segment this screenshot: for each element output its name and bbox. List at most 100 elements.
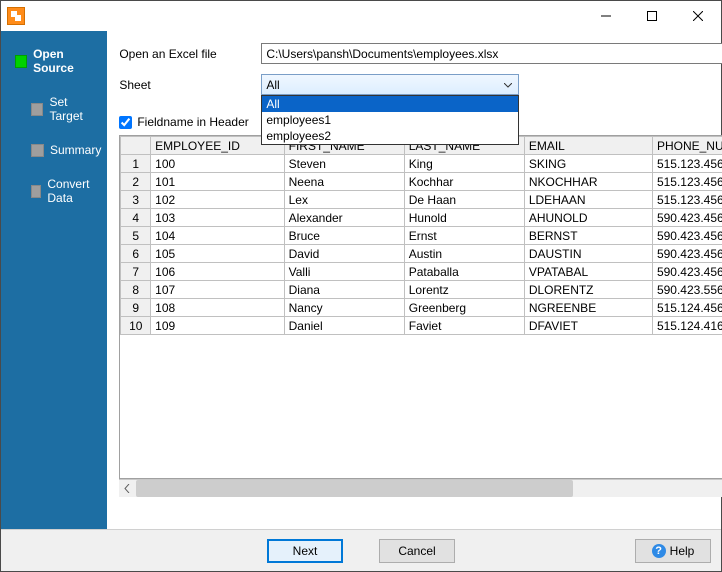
step-dot-icon	[15, 55, 27, 68]
rownum-cell: 3	[121, 191, 151, 209]
rownum-cell: 8	[121, 281, 151, 299]
table-cell[interactable]: NGREENBE	[524, 299, 652, 317]
table-cell[interactable]: SKING	[524, 155, 652, 173]
table-cell[interactable]: DLORENTZ	[524, 281, 652, 299]
sidebar-item-label: Open Source	[33, 47, 101, 75]
data-grid-wrap: EMPLOYEE_IDFIRST_NAMELAST_NAMEEMAILPHONE…	[119, 135, 722, 479]
minimize-button[interactable]	[583, 1, 629, 31]
sheet-row: Sheet All Allemployees1employees2	[119, 74, 722, 95]
help-button[interactable]: ? Help	[635, 539, 711, 563]
table-cell[interactable]: 590.423.5567	[652, 281, 722, 299]
file-row: Open an Excel file	[119, 43, 722, 64]
table-cell[interactable]: Alexander	[284, 209, 404, 227]
table-cell[interactable]: 515.124.4169	[652, 317, 722, 335]
table-cell[interactable]: 105	[151, 245, 284, 263]
table-row[interactable]: 2101NeenaKochharNKOCHHAR515.123.45689/21…	[121, 173, 722, 191]
column-header[interactable]: PHONE_NUMBER	[652, 137, 722, 155]
table-cell[interactable]: DFAVIET	[524, 317, 652, 335]
table-cell[interactable]: 515.124.4569	[652, 299, 722, 317]
table-cell[interactable]: 100	[151, 155, 284, 173]
next-button[interactable]: Next	[267, 539, 343, 563]
table-row[interactable]: 7106ValliPataballaVPATABAL590.423.45602/…	[121, 263, 722, 281]
sidebar-item-set-target[interactable]: Set Target	[1, 91, 107, 127]
footer: Next Cancel ? Help	[1, 529, 721, 571]
table-cell[interactable]: Kochhar	[404, 173, 524, 191]
table-cell[interactable]: Hunold	[404, 209, 524, 227]
horizontal-scrollbar[interactable]	[119, 479, 722, 497]
table-row[interactable]: 5104BruceErnstBERNST590.423.45685/21/1	[121, 227, 722, 245]
table-cell[interactable]: Greenberg	[404, 299, 524, 317]
scroll-track[interactable]	[136, 480, 722, 497]
table-cell[interactable]: Austin	[404, 245, 524, 263]
table-cell[interactable]: 590.423.4567	[652, 209, 722, 227]
table-cell[interactable]: King	[404, 155, 524, 173]
table-cell[interactable]: 109	[151, 317, 284, 335]
table-cell[interactable]: 515.123.4569	[652, 191, 722, 209]
rownum-cell: 10	[121, 317, 151, 335]
table-cell[interactable]: 108	[151, 299, 284, 317]
table-cell[interactable]: Neena	[284, 173, 404, 191]
table-cell[interactable]: Pataballa	[404, 263, 524, 281]
table-cell[interactable]: 103	[151, 209, 284, 227]
table-cell[interactable]: 107	[151, 281, 284, 299]
table-row[interactable]: 10109DanielFavietDFAVIET515.124.41698/16…	[121, 317, 722, 335]
table-cell[interactable]: Daniel	[284, 317, 404, 335]
table-cell[interactable]: LDEHAAN	[524, 191, 652, 209]
close-button[interactable]	[675, 1, 721, 31]
table-row[interactable]: 8107DianaLorentzDLORENTZ590.423.55672/7/…	[121, 281, 722, 299]
table-row[interactable]: 6105DavidAustinDAUSTIN590.423.45696/25/1	[121, 245, 722, 263]
sidebar-item-summary[interactable]: Summary	[1, 139, 107, 161]
cancel-button-label: Cancel	[398, 544, 435, 558]
table-cell[interactable]: 590.423.4568	[652, 227, 722, 245]
table-cell[interactable]: 515.123.4568	[652, 173, 722, 191]
cancel-button[interactable]: Cancel	[379, 539, 455, 563]
step-dot-icon	[31, 103, 43, 116]
table-row[interactable]: 1100StevenKingSKING515.123.45676/17/1	[121, 155, 722, 173]
table-cell[interactable]: Bruce	[284, 227, 404, 245]
sidebar-item-open-source[interactable]: Open Source	[1, 43, 107, 79]
table-cell[interactable]: BERNST	[524, 227, 652, 245]
table-cell[interactable]: Valli	[284, 263, 404, 281]
table-cell[interactable]: NKOCHHAR	[524, 173, 652, 191]
table-cell[interactable]: Diana	[284, 281, 404, 299]
table-row[interactable]: 3102LexDe HaanLDEHAAN515.123.45691/13/1	[121, 191, 722, 209]
table-cell[interactable]: AHUNOLD	[524, 209, 652, 227]
fieldname-checkbox[interactable]	[119, 116, 132, 129]
table-cell[interactable]: 101	[151, 173, 284, 191]
table-cell[interactable]: VPATABAL	[524, 263, 652, 281]
table-cell[interactable]: Nancy	[284, 299, 404, 317]
table-cell[interactable]: Lex	[284, 191, 404, 209]
dropdown-option[interactable]: employees1	[262, 112, 518, 128]
scroll-left-icon[interactable]	[119, 480, 136, 497]
rownum-cell: 9	[121, 299, 151, 317]
main: Open Source Set Target Summary Convert Data…	[1, 31, 721, 529]
help-icon: ?	[652, 544, 666, 558]
table-cell[interactable]: Faviet	[404, 317, 524, 335]
table-cell[interactable]: 590.423.4560	[652, 263, 722, 281]
file-path-input[interactable]	[261, 43, 722, 64]
sidebar-item-convert-data[interactable]: Convert Data	[1, 173, 107, 209]
table-cell[interactable]: 104	[151, 227, 284, 245]
table-cell[interactable]: Steven	[284, 155, 404, 173]
table-row[interactable]: 4103AlexanderHunoldAHUNOLD590.423.45671/…	[121, 209, 722, 227]
data-grid[interactable]: EMPLOYEE_IDFIRST_NAMELAST_NAMEEMAILPHONE…	[120, 136, 722, 335]
table-cell[interactable]: 515.123.4567	[652, 155, 722, 173]
sheet-select[interactable]: All	[261, 74, 519, 95]
table-cell[interactable]: 590.423.4569	[652, 245, 722, 263]
table-row[interactable]: 9108NancyGreenbergNGREENBE515.124.45698/…	[121, 299, 722, 317]
rownum-cell: 5	[121, 227, 151, 245]
column-header[interactable]: EMAIL	[524, 137, 652, 155]
rownum-header	[121, 137, 151, 155]
table-cell[interactable]: Lorentz	[404, 281, 524, 299]
table-cell[interactable]: DAUSTIN	[524, 245, 652, 263]
table-cell[interactable]: 106	[151, 263, 284, 281]
table-cell[interactable]: 102	[151, 191, 284, 209]
scroll-thumb[interactable]	[136, 480, 573, 497]
maximize-button[interactable]	[629, 1, 675, 31]
rownum-cell: 1	[121, 155, 151, 173]
dropdown-option[interactable]: All	[262, 96, 518, 112]
table-cell[interactable]: Ernst	[404, 227, 524, 245]
table-cell[interactable]: David	[284, 245, 404, 263]
table-cell[interactable]: De Haan	[404, 191, 524, 209]
dropdown-option[interactable]: employees2	[262, 128, 518, 144]
